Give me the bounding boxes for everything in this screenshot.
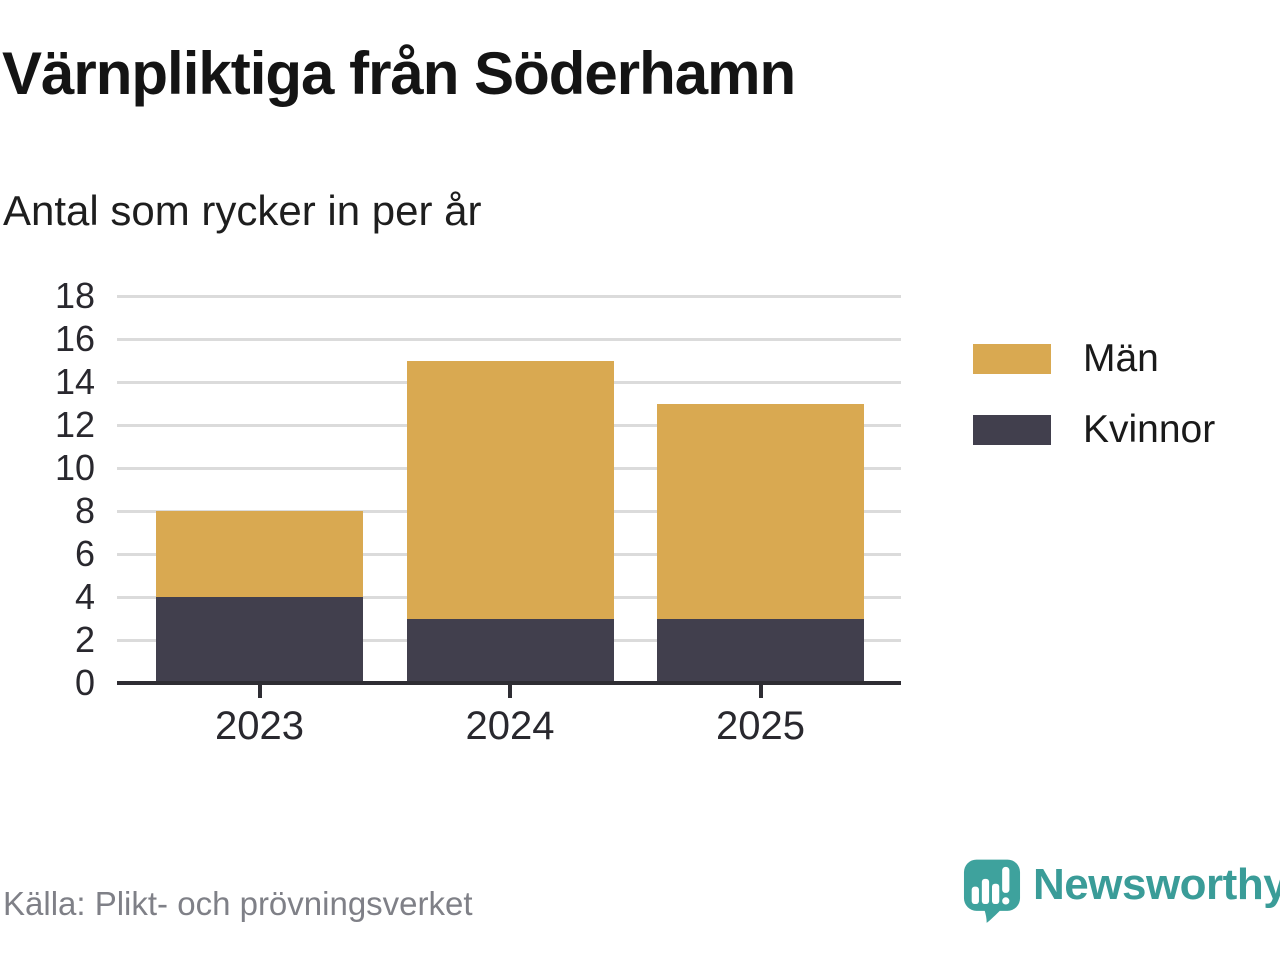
x-axis-line: [117, 681, 901, 685]
legend: Män Kvinnor: [973, 337, 1216, 452]
bar-segment-kvinnor: [406, 618, 614, 683]
gridline: [117, 294, 901, 298]
x-tick: [257, 685, 262, 698]
bar-segment-kvinnor: [156, 597, 363, 683]
y-tick-label: 12: [54, 404, 95, 445]
newsworthy-wordmark: Newsworthy: [1033, 859, 1280, 909]
bar-segment-kvinnor: [657, 618, 864, 683]
legend-item-män: Män: [973, 337, 1215, 381]
chart-subtitle: Antal som rycker in per år: [3, 187, 482, 234]
x-tick: [508, 685, 512, 698]
y-tick-label: 0: [74, 662, 95, 703]
source-text: Källa: Plikt- och prövningsverket: [3, 885, 473, 922]
y-tick-label: 8: [74, 490, 95, 531]
legend-label: Kvinnor: [1083, 407, 1216, 451]
y-tick-label: 4: [74, 576, 95, 617]
newsworthy-brand: Newsworthy: [963, 858, 1280, 924]
bar-segment-män: [657, 403, 864, 619]
legend-item-kvinnor: Kvinnor: [973, 407, 1216, 452]
x-tick: [758, 685, 763, 698]
x-tick-label: 2024: [465, 704, 555, 748]
y-tick-label: 10: [54, 447, 95, 488]
legend-swatch-kvinnor: [973, 415, 1051, 446]
y-tick-label: 6: [74, 533, 95, 574]
chart-title: Värnpliktiga från Söderhamn: [2, 40, 796, 107]
legend-swatch-män: [973, 344, 1051, 375]
x-tick-label: 2023: [215, 704, 304, 748]
y-tick-label: 2: [74, 619, 95, 660]
y-tick-label: 16: [54, 318, 95, 359]
gridline: [117, 337, 901, 341]
bar-segment-män: [406, 360, 614, 619]
bar-segment-män: [156, 511, 363, 597]
x-tick-label: 2025: [716, 704, 805, 748]
legend-label: Män: [1083, 337, 1159, 380]
y-tick-label: 14: [54, 361, 95, 402]
newsworthy-logo-icon: [963, 859, 1021, 923]
y-tick-label: 18: [54, 275, 95, 316]
